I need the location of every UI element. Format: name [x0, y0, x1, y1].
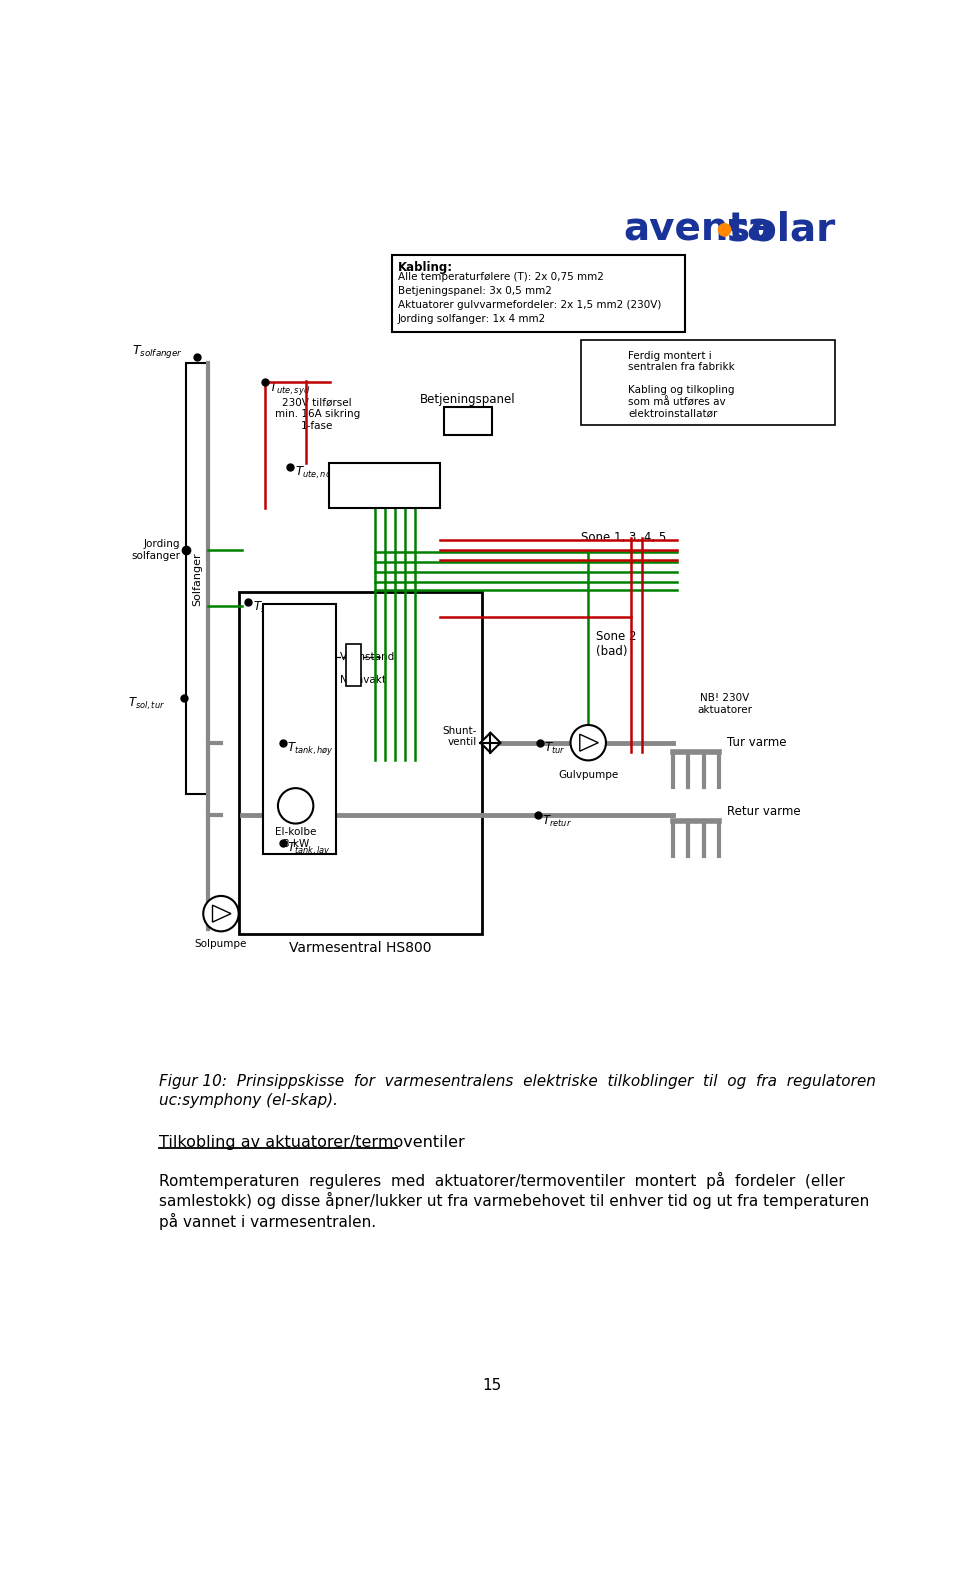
- Text: Varmesentral HS800: Varmesentral HS800: [290, 941, 432, 956]
- Text: Tur varme: Tur varme: [727, 736, 786, 750]
- Text: Alle temperaturfølere (T): 2x 0,75 mm2: Alle temperaturfølere (T): 2x 0,75 mm2: [398, 272, 604, 282]
- Text: El-kolbe
3 kW: El-kolbe 3 kW: [275, 827, 317, 850]
- Circle shape: [204, 895, 239, 932]
- Text: Betjeningspanel: Betjeningspanel: [420, 392, 516, 405]
- Text: Figur 10:  Prinsippskisse  for  varmesentralens  elektriske  tilkoblinger  til  : Figur 10: Prinsippskisse for varmesentra…: [159, 1074, 876, 1088]
- Text: $T_{\mathit{tur}}$: $T_{\mathit{tur}}$: [543, 742, 565, 756]
- Bar: [328, 464, 441, 508]
- Text: $T_{\mathit{sol, retur}}$: $T_{\mathit{sol, retur}}$: [252, 600, 299, 615]
- Text: Betjeningspanel: 3x 0,5 mm2: Betjeningspanel: 3x 0,5 mm2: [398, 286, 552, 296]
- Text: Shunt-
ventil: Shunt- ventil: [443, 726, 476, 747]
- Text: Jording solfanger: 1x 4 mm2: Jording solfanger: 1x 4 mm2: [398, 313, 546, 324]
- Text: Romtemperaturen  reguleres  med  aktuatorer/termoventiler  montert  på  fordeler: Romtemperaturen reguleres med aktuatorer…: [159, 1172, 845, 1188]
- Text: Ferdig montert i
sentralen fra fabrikk: Ferdig montert i sentralen fra fabrikk: [628, 351, 735, 372]
- Text: $T_{\mathit{ute, nord}}$: $T_{\mathit{ute, nord}}$: [295, 465, 341, 481]
- Text: Sone 2
(bad): Sone 2 (bad): [596, 630, 636, 658]
- Polygon shape: [480, 732, 500, 753]
- Bar: [186, 364, 208, 794]
- Polygon shape: [580, 734, 598, 751]
- Text: Gulvpumpe: Gulvpumpe: [558, 770, 618, 780]
- Text: $T_{\mathit{retur}}$: $T_{\mathit{retur}}$: [542, 813, 572, 829]
- Text: Kabling og tilkopling
som må utføres av
elektroinstallatør: Kabling og tilkopling som må utføres av …: [628, 386, 734, 419]
- Text: Sone 1, 3, 4, 5: Sone 1, 3, 4, 5: [581, 532, 666, 544]
- Text: samlestokk) og disse åpner/lukker ut fra varmebehovet til enhver tid og ut fra t: samlestokk) og disse åpner/lukker ut fra…: [159, 1193, 870, 1209]
- Text: på vannet i varmesentralen.: på vannet i varmesentralen.: [159, 1213, 376, 1231]
- Text: solar: solar: [727, 210, 835, 248]
- Bar: [392, 255, 684, 332]
- Bar: [346, 644, 361, 687]
- Text: $T_{\mathit{tank, h\o y}}$: $T_{\mathit{tank, h\o y}}$: [287, 740, 334, 758]
- Text: rC:: rC:: [460, 414, 477, 427]
- Circle shape: [718, 223, 731, 236]
- Text: Solfanger: Solfanger: [192, 552, 203, 606]
- Text: 230V tilførsel
min. 16A sikring
1-fase: 230V tilførsel min. 16A sikring 1-fase: [275, 397, 360, 430]
- Text: uc:symphony
controller: uc:symphony controller: [345, 471, 424, 500]
- Text: 15: 15: [482, 1378, 502, 1394]
- Text: Retur varme: Retur varme: [727, 805, 801, 818]
- Text: uc:symphony (el-skap).: uc:symphony (el-skap).: [159, 1093, 338, 1107]
- Text: Aktuatorer gulvvarmefordeler: 2x 1,5 mm2 (230V): Aktuatorer gulvvarmefordeler: 2x 1,5 mm2…: [398, 301, 661, 310]
- Bar: [444, 407, 492, 435]
- Bar: [581, 340, 834, 424]
- Polygon shape: [212, 905, 231, 922]
- Text: Kabling:: Kabling:: [398, 261, 453, 274]
- Bar: [239, 592, 482, 935]
- Text: $T_{\mathit{ute, syd}}$: $T_{\mathit{ute, syd}}$: [270, 380, 311, 397]
- Text: Jording
solfanger: Jording solfanger: [132, 539, 180, 562]
- Circle shape: [570, 725, 606, 761]
- Text: NB! 230V
aktuatorer: NB! 230V aktuatorer: [697, 693, 752, 715]
- Text: $T_{\mathit{solfanger}}$: $T_{\mathit{solfanger}}$: [132, 343, 182, 361]
- Text: $T_{\mathit{tank, lav}}$: $T_{\mathit{tank, lav}}$: [287, 840, 331, 857]
- Text: Vannstand: Vannstand: [340, 652, 395, 661]
- Text: aventa: aventa: [623, 210, 773, 248]
- Text: Solpumpe: Solpumpe: [195, 940, 247, 949]
- Text: Tilkobling av aktuatorer/termoventiler: Tilkobling av aktuatorer/termoventiler: [159, 1136, 465, 1150]
- Text: Nivåvakt: Nivåvakt: [340, 676, 386, 685]
- Bar: [262, 604, 336, 854]
- Text: $T_{\mathit{sol, tur}}$: $T_{\mathit{sol, tur}}$: [128, 696, 165, 712]
- Circle shape: [278, 788, 313, 824]
